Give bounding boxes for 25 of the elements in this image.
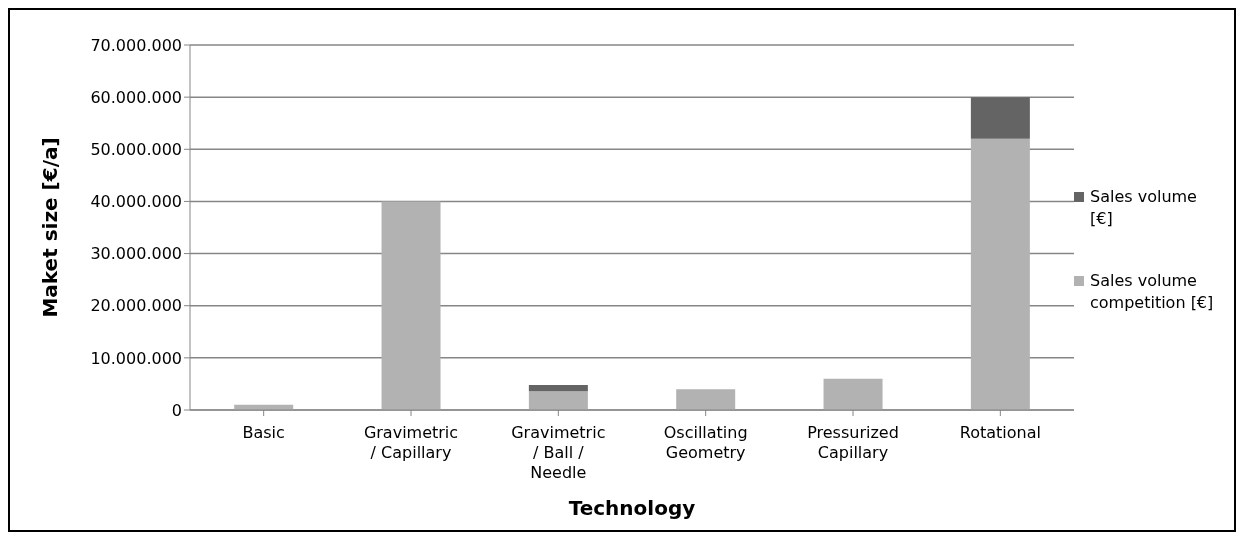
y-tick-label: 60.000.000	[90, 87, 182, 107]
x-tick-label: Gravimetric / Ball / Needle	[511, 423, 606, 482]
legend-label: Sales volume competition [€]	[1090, 270, 1215, 314]
x-tick-label: Basic	[242, 423, 285, 442]
bar	[528, 391, 588, 410]
y-tick-label: 10.000.000	[90, 348, 182, 368]
y-tick-label: 20.000.000	[90, 296, 182, 316]
bar	[381, 201, 441, 410]
x-tick-label: Rotational	[959, 423, 1041, 442]
bar	[970, 138, 1030, 410]
y-tick-label: 30.000.000	[90, 244, 182, 264]
y-tick-label: 70.000.000	[90, 35, 182, 55]
y-tick-label: 40.000.000	[90, 192, 182, 212]
x-tick-label: Gravimetric / Capillary	[363, 423, 459, 462]
y-tick-label: 50.000.000	[90, 139, 182, 159]
x-tick-label: Oscillating Geometry	[663, 423, 748, 462]
bar	[528, 384, 588, 392]
bar	[970, 97, 1030, 139]
x-axis-title: Technology	[568, 496, 696, 520]
y-tick-label: 0	[171, 400, 182, 420]
y-axis-title: Maket size [€/a]	[38, 137, 63, 318]
bar	[823, 378, 883, 410]
bar	[676, 389, 736, 410]
x-tick-label: Pressurized Capillary	[807, 423, 899, 462]
legend-label: Sales volume [€]	[1090, 186, 1198, 230]
